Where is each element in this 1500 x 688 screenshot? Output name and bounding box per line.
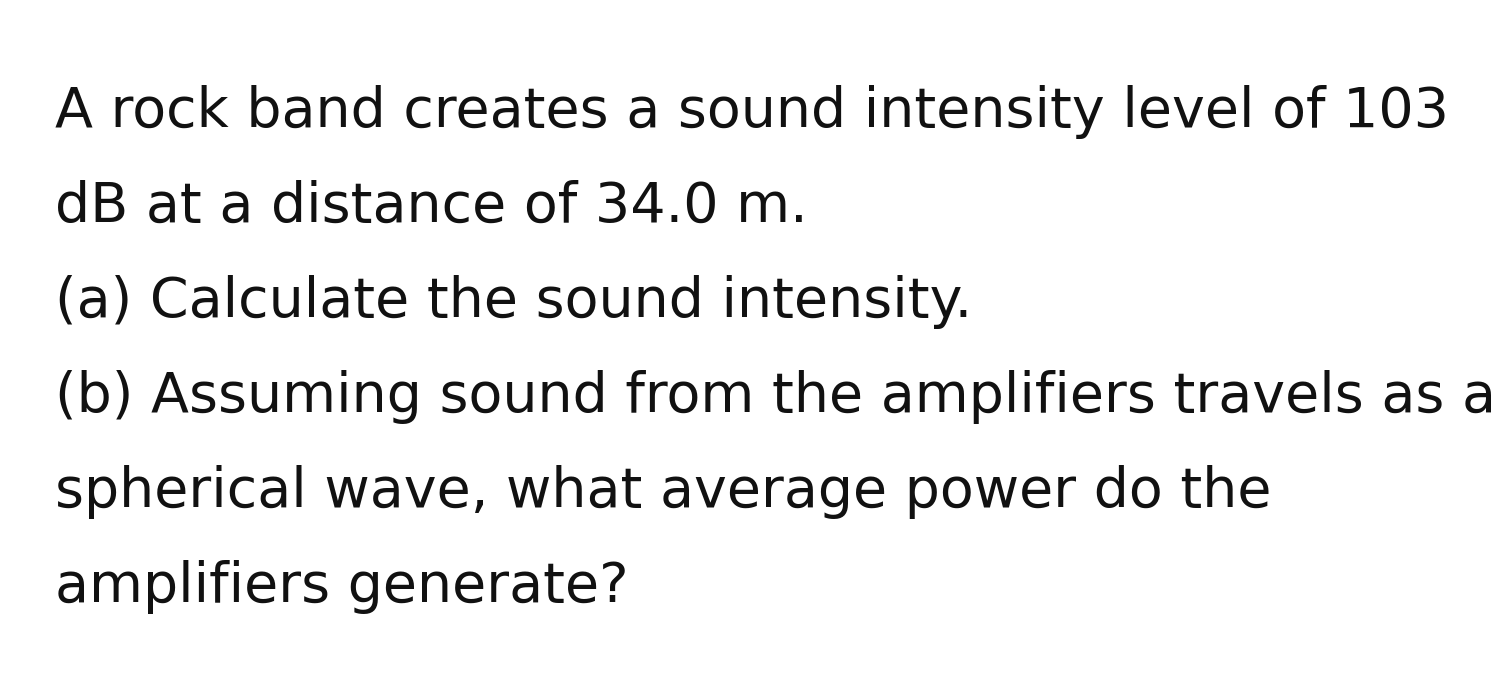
Text: (b) Assuming sound from the amplifiers travels as a: (b) Assuming sound from the amplifiers t… bbox=[56, 370, 1496, 424]
Text: A rock band creates a sound intensity level of 103: A rock band creates a sound intensity le… bbox=[56, 85, 1449, 139]
Text: (a) Calculate the sound intensity.: (a) Calculate the sound intensity. bbox=[56, 275, 972, 329]
Text: amplifiers generate?: amplifiers generate? bbox=[56, 560, 628, 614]
Text: dB at a distance of 34.0 m.: dB at a distance of 34.0 m. bbox=[56, 180, 807, 234]
Text: spherical wave, what average power do the: spherical wave, what average power do th… bbox=[56, 465, 1272, 519]
